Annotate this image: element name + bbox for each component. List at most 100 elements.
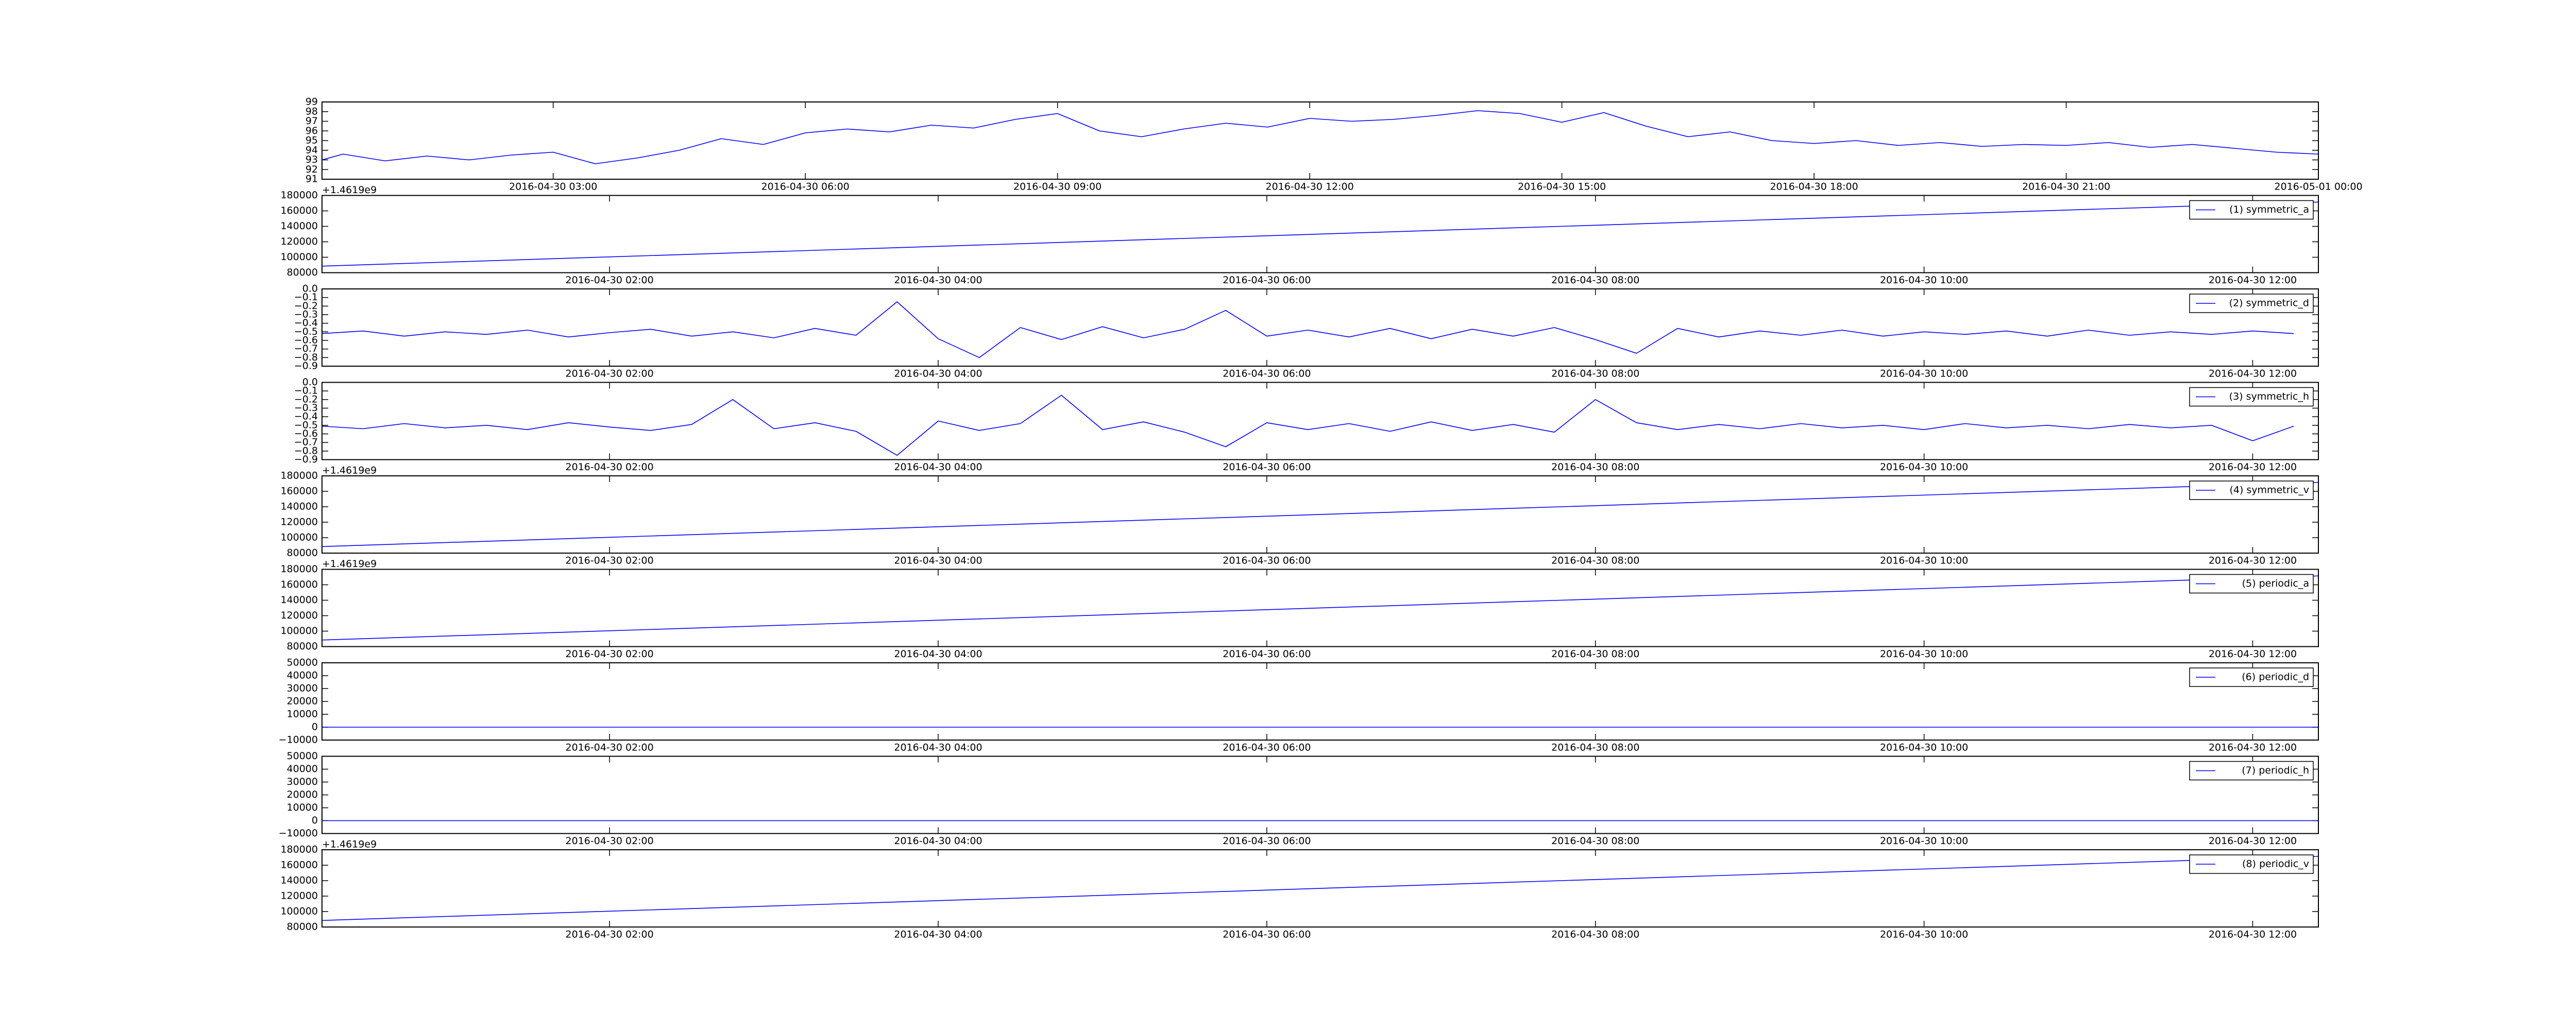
x-tick-label: 2016-04-30 06:00 bbox=[1223, 835, 1311, 847]
y-tick-label: 40000 bbox=[287, 763, 318, 775]
y-tick-label: 30000 bbox=[287, 683, 318, 694]
y-tick-label: 95 bbox=[306, 135, 318, 146]
axes-frame bbox=[321, 101, 2319, 180]
y-tick-label: 160000 bbox=[280, 860, 318, 871]
y-tick-label: −0.2 bbox=[294, 393, 318, 405]
y-tick-label: −0.7 bbox=[294, 343, 318, 354]
x-tick-label: 2016-04-30 06:00 bbox=[1223, 461, 1311, 473]
x-tick-label: 2016-04-30 04:00 bbox=[894, 555, 982, 566]
y-tick-label: −0.1 bbox=[294, 291, 318, 303]
y-tick-label: 180000 bbox=[280, 190, 318, 201]
x-tick-label: 2016-04-30 04:00 bbox=[894, 274, 982, 286]
data-line bbox=[322, 394, 2294, 456]
y-tick-label: 50000 bbox=[287, 657, 318, 668]
x-tick-label: 2016-04-30 06:00 bbox=[1223, 368, 1311, 380]
x-tick-label: 2016-04-30 02:00 bbox=[566, 835, 654, 847]
axes-frame bbox=[321, 475, 2319, 554]
y-tick-label: 140000 bbox=[280, 594, 318, 606]
plot-area bbox=[322, 855, 2318, 921]
x-tick-label: 2016-04-30 10:00 bbox=[1880, 274, 1968, 286]
y-tick-label: 120000 bbox=[280, 517, 318, 528]
y-tick-label: −0.8 bbox=[294, 352, 318, 363]
x-tick-label: 2016-04-30 08:00 bbox=[1551, 929, 1639, 940]
x-tick-label: 2016-04-30 12:00 bbox=[1265, 181, 1353, 193]
x-tick-label: 2016-04-30 12:00 bbox=[2209, 742, 2297, 753]
plot-area bbox=[322, 394, 2294, 456]
x-tick-label: 2016-04-30 10:00 bbox=[1880, 742, 1968, 753]
x-tick-label: 2016-04-30 02:00 bbox=[566, 929, 654, 940]
x-tick-label: 2016-04-30 10:00 bbox=[1880, 929, 1968, 940]
legend-box bbox=[2189, 854, 2314, 874]
y-tick-label: 20000 bbox=[287, 789, 318, 800]
plot-area bbox=[322, 301, 2294, 358]
y-tick-label: 97 bbox=[306, 115, 318, 127]
y-tick-label: 140000 bbox=[280, 501, 318, 512]
data-line bbox=[322, 301, 2294, 358]
y-tick-label: 100000 bbox=[280, 532, 318, 543]
y-tick-label: 80000 bbox=[287, 267, 318, 278]
plot-area bbox=[322, 482, 2318, 547]
data-line bbox=[322, 201, 2318, 267]
y-tick-label: 93 bbox=[306, 154, 318, 165]
y-tick-label: 120000 bbox=[280, 236, 318, 247]
y-tick-label: −0.4 bbox=[294, 317, 318, 329]
x-tick-label: 2016-04-30 04:00 bbox=[894, 835, 982, 847]
y-tick-label: −0.9 bbox=[294, 454, 318, 465]
x-tick-label: 2016-04-30 12:00 bbox=[2209, 461, 2297, 473]
x-tick-label: 2016-04-30 08:00 bbox=[1551, 555, 1639, 566]
plot-area bbox=[322, 201, 2318, 267]
y-tick-label: 160000 bbox=[280, 486, 318, 497]
y-tick-label: 99 bbox=[306, 96, 318, 108]
legend-label: (1) symmetric_a bbox=[2229, 204, 2309, 215]
y-tick-label: −10000 bbox=[279, 734, 318, 746]
y-tick-label: 100000 bbox=[280, 906, 318, 917]
x-tick-label: 2016-04-30 06:00 bbox=[1223, 929, 1311, 940]
legend-label: (3) symmetric_h bbox=[2229, 391, 2309, 402]
plot-area bbox=[322, 575, 2318, 641]
y-tick-label: 0.0 bbox=[302, 283, 318, 295]
x-tick-label: 2016-04-30 10:00 bbox=[1880, 648, 1968, 660]
y-tick-label: 94 bbox=[306, 144, 318, 156]
y-tick-label: −0.5 bbox=[294, 419, 318, 431]
y-tick-label: 180000 bbox=[280, 470, 318, 482]
x-tick-label: 2016-04-30 08:00 bbox=[1551, 274, 1639, 286]
data-line bbox=[322, 575, 2318, 641]
legend-label: (7) periodic_h bbox=[2242, 765, 2309, 776]
x-tick-label: 2016-04-30 02:00 bbox=[566, 742, 654, 753]
y-offset-text: +1.4619e9 bbox=[322, 839, 377, 850]
y-tick-label: 0 bbox=[312, 722, 318, 733]
x-tick-label: 2016-04-30 06:00 bbox=[1223, 648, 1311, 660]
axes-frame bbox=[321, 195, 2319, 273]
y-tick-label: 100000 bbox=[280, 625, 318, 637]
y-tick-label: 0.0 bbox=[302, 376, 318, 388]
y-tick-label: −0.7 bbox=[294, 437, 318, 448]
y-tick-label: 120000 bbox=[280, 610, 318, 621]
x-tick-label: 2016-04-30 08:00 bbox=[1551, 461, 1639, 473]
legend-label: (5) periodic_a bbox=[2242, 578, 2309, 589]
y-tick-label: 160000 bbox=[280, 579, 318, 590]
x-tick-label: 2016-04-30 15:00 bbox=[1518, 181, 1606, 193]
y-tick-label: −0.2 bbox=[294, 300, 318, 312]
y-tick-label: −0.8 bbox=[294, 445, 318, 456]
legend-label: (8) periodic_v bbox=[2242, 859, 2309, 870]
y-tick-label: 80000 bbox=[287, 921, 318, 933]
x-tick-label: 2016-04-30 09:00 bbox=[1013, 181, 1101, 193]
x-tick-label: 2016-04-30 12:00 bbox=[2209, 274, 2297, 286]
x-tick-label: 2016-04-30 21:00 bbox=[2022, 181, 2110, 193]
y-offset-text: +1.4619e9 bbox=[322, 184, 377, 196]
plot-area bbox=[322, 110, 2318, 164]
x-tick-label: 2016-04-30 04:00 bbox=[894, 742, 982, 753]
x-tick-label: 2016-04-30 04:00 bbox=[894, 929, 982, 940]
y-offset-text: +1.4619e9 bbox=[322, 558, 377, 570]
y-tick-label: 20000 bbox=[287, 696, 318, 707]
axes-frame bbox=[321, 662, 2319, 741]
axes-frame bbox=[321, 569, 2319, 647]
y-tick-label: 50000 bbox=[287, 750, 318, 762]
x-tick-label: 2016-04-30 02:00 bbox=[566, 274, 654, 286]
x-tick-label: 2016-04-30 03:00 bbox=[509, 181, 597, 193]
y-tick-label: −0.3 bbox=[294, 309, 318, 320]
y-tick-label: 80000 bbox=[287, 641, 318, 652]
y-tick-label: −0.4 bbox=[294, 411, 318, 422]
